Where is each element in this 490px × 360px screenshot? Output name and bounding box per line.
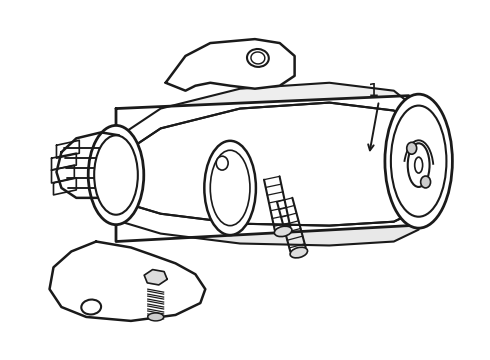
Ellipse shape xyxy=(88,125,144,225)
Ellipse shape xyxy=(391,105,446,217)
Ellipse shape xyxy=(415,157,422,173)
Polygon shape xyxy=(101,83,418,168)
Ellipse shape xyxy=(204,141,256,235)
Polygon shape xyxy=(51,165,74,183)
Ellipse shape xyxy=(274,226,292,237)
Polygon shape xyxy=(166,39,294,91)
Polygon shape xyxy=(56,132,123,198)
Polygon shape xyxy=(101,103,418,226)
Polygon shape xyxy=(144,270,167,285)
Ellipse shape xyxy=(385,94,452,228)
Polygon shape xyxy=(101,182,418,246)
Ellipse shape xyxy=(148,313,164,321)
Polygon shape xyxy=(53,178,76,195)
Text: 1: 1 xyxy=(368,82,380,100)
Ellipse shape xyxy=(216,156,228,170)
Ellipse shape xyxy=(210,150,250,226)
Ellipse shape xyxy=(247,49,269,67)
Ellipse shape xyxy=(81,300,101,315)
Ellipse shape xyxy=(94,135,138,215)
Ellipse shape xyxy=(420,176,431,188)
Ellipse shape xyxy=(408,143,430,187)
Polygon shape xyxy=(51,153,76,170)
Ellipse shape xyxy=(407,142,416,154)
Polygon shape xyxy=(116,96,414,242)
Polygon shape xyxy=(56,140,79,158)
Ellipse shape xyxy=(290,247,308,258)
Polygon shape xyxy=(49,242,205,321)
